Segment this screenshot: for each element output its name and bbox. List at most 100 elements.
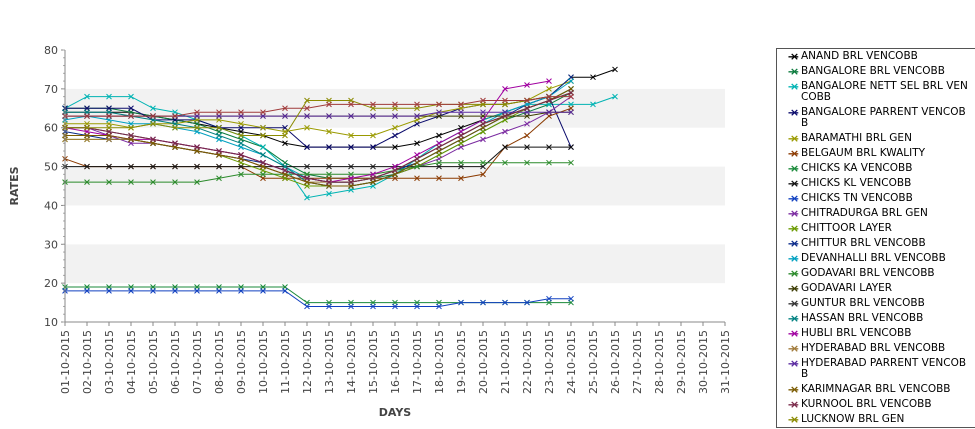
- legend-item: —× HASSAN BRL VENCOBB: [777, 311, 975, 326]
- legend-marker-icon: —×: [787, 237, 799, 250]
- data-point: [414, 175, 420, 182]
- legend-item: —× HYDERABAD BRL VENCOBB: [777, 341, 975, 356]
- data-point: [414, 140, 420, 147]
- data-point: [128, 124, 134, 131]
- data-point: [194, 124, 200, 131]
- data-point: [524, 82, 530, 88]
- data-point: [106, 288, 112, 294]
- data-point: [216, 148, 222, 154]
- data-point: [128, 93, 134, 100]
- data-point: [436, 132, 442, 139]
- data-point: [524, 299, 530, 306]
- data-point: [436, 144, 442, 150]
- data-point: [216, 163, 222, 170]
- data-point: [348, 132, 354, 139]
- x-tick-label: 07-10-2015: [191, 330, 204, 394]
- data-point: [304, 194, 310, 201]
- legend-item: —× HYDERABAD PARRENT VENCOBB: [777, 356, 975, 382]
- data-point: [370, 144, 376, 150]
- data-point: [458, 299, 464, 306]
- data-point: [238, 109, 244, 116]
- data-point: [480, 120, 486, 127]
- legend-label: BARAMATHI BRL GEN: [801, 132, 912, 144]
- data-point: [106, 124, 112, 131]
- axes: [64, 50, 725, 323]
- legend-label: HASSAN BRL VENCOBB: [801, 312, 924, 324]
- data-point: [260, 171, 266, 178]
- legend-label: BELGAUM BRL KWALITY: [801, 147, 926, 159]
- data-point: [84, 179, 90, 185]
- x-tick-label: 23-10-2015: [543, 330, 556, 394]
- data-point: [84, 93, 90, 100]
- x-tick-label: 13-10-2015: [323, 330, 336, 394]
- legend-marker-icon: —×: [787, 222, 799, 235]
- legend-marker-icon: —×: [787, 80, 799, 93]
- data-point: [392, 132, 398, 139]
- y-axis-title: RATES: [8, 166, 21, 205]
- data-point: [480, 159, 486, 166]
- legend-label: CHITTUR BRL VENCOBB: [801, 237, 926, 249]
- data-point: [216, 288, 222, 294]
- legend-marker-icon: —×: [787, 312, 799, 325]
- data-point: [282, 140, 288, 147]
- x-tick-label: 14-10-2015: [345, 330, 358, 394]
- y-tick-label: 20: [44, 277, 58, 290]
- data-point: [216, 124, 222, 131]
- legend-label: BANGALORE NETT SEL BRL VENCOBB: [801, 80, 968, 103]
- data-point: [84, 113, 90, 119]
- y-tick-label: 60: [44, 122, 58, 135]
- legend: —× ANAND BRL VENCOBB —× BANGALORE BRL VENCO…: [776, 48, 975, 428]
- y-tick-label: 80: [44, 44, 58, 57]
- data-point: [370, 303, 376, 310]
- legend-marker-icon: —×: [787, 252, 799, 265]
- y-tick-label: 50: [44, 161, 58, 174]
- grid-bands: [65, 50, 725, 322]
- data-point: [436, 159, 442, 166]
- data-point: [568, 109, 574, 116]
- series-21: [62, 89, 574, 185]
- legend-item: —× CHICKS KL VENCOBB: [777, 176, 975, 191]
- data-point: [172, 163, 178, 170]
- data-point: [150, 136, 156, 143]
- data-point: [304, 105, 310, 112]
- series-7: [62, 144, 574, 170]
- data-point: [238, 140, 244, 147]
- series-8: [62, 288, 574, 310]
- data-point: [392, 144, 398, 150]
- data-point: [172, 288, 178, 294]
- data-point: [128, 132, 134, 139]
- legend-label: BANGALORE PARRENT VENCOBB: [801, 106, 966, 129]
- data-point: [238, 120, 244, 127]
- x-tick-label: 08-10-2015: [213, 330, 226, 394]
- data-point: [304, 144, 310, 150]
- x-tick-label: 19-10-2015: [455, 330, 468, 394]
- data-point: [590, 101, 596, 108]
- data-point: [84, 288, 90, 294]
- legend-marker-icon: —×: [787, 177, 799, 190]
- data-point: [502, 299, 508, 306]
- legend-label: KARIMNAGAR BRL VENCOBB: [801, 383, 951, 395]
- data-point: [612, 93, 618, 100]
- data-point: [194, 144, 200, 150]
- data-point: [392, 303, 398, 310]
- data-point: [216, 132, 222, 139]
- legend-item: —× KURNOOL BRL VENCOBB: [777, 397, 975, 412]
- x-tick-label: 25-10-2015: [587, 330, 600, 394]
- data-point: [502, 97, 508, 104]
- data-point: [304, 303, 310, 310]
- legend-item: —× CHITTOOR LAYER: [777, 221, 975, 236]
- legend-item: —× BARAMATHI BRL GEN: [777, 131, 975, 146]
- legend-label: LUCKNOW BRL GEN: [801, 413, 905, 425]
- data-point: [106, 93, 112, 100]
- legend-marker-icon: —×: [787, 413, 799, 426]
- x-axis-title: DAYS: [379, 406, 412, 419]
- x-tick-label: 16-10-2015: [389, 330, 402, 394]
- legend-marker-icon: —×: [787, 207, 799, 220]
- data-point: [436, 101, 442, 108]
- line-chart: 10 20 30 40 50 60 70 80 01-10-2015 02-10-2015 03-…: [8, 44, 732, 419]
- legend-item: —× KARIMNAGAR BRL VENCOBB: [777, 382, 975, 397]
- data-point: [238, 152, 244, 158]
- data-point: [260, 159, 266, 166]
- legend-marker-icon: —×: [787, 192, 799, 205]
- data-point: [194, 179, 200, 185]
